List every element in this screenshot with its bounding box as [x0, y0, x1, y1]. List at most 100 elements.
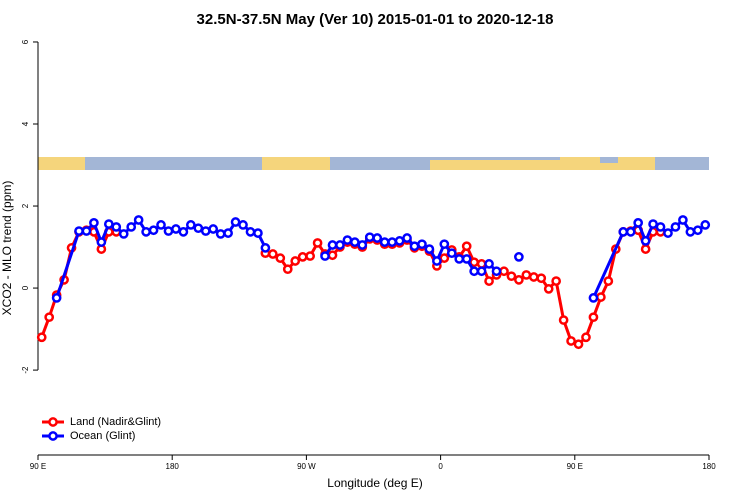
data-point — [439, 239, 450, 250]
data-point — [51, 293, 62, 303]
data-point — [603, 276, 614, 286]
data-point — [551, 276, 562, 286]
data-point — [290, 256, 301, 266]
data-point — [74, 226, 84, 236]
data-point — [633, 218, 644, 228]
y-tick-label: 4 — [21, 121, 30, 126]
data-point — [297, 252, 308, 262]
data-point — [148, 225, 159, 236]
data-point — [103, 219, 114, 229]
data-point — [588, 293, 599, 303]
data-point — [156, 220, 166, 230]
data-point — [111, 222, 122, 232]
data-point — [238, 220, 248, 230]
data-point — [506, 271, 517, 282]
data-point — [379, 237, 390, 247]
data-point — [126, 222, 137, 232]
data-point — [163, 226, 174, 236]
data-point — [260, 243, 271, 253]
x-tick-label: 180 — [166, 462, 180, 471]
y-tick-label: -2 — [21, 366, 30, 374]
data-point — [320, 251, 330, 261]
data-point — [543, 284, 554, 294]
data-point — [484, 259, 494, 269]
series-line — [40, 228, 661, 346]
data-point — [685, 227, 696, 237]
x-tick-label: 90 W — [297, 462, 316, 471]
data-point — [461, 241, 472, 252]
data-point — [558, 315, 569, 325]
data-point — [335, 240, 345, 250]
data-point — [245, 227, 256, 237]
data-point — [648, 219, 658, 229]
data-point — [678, 215, 688, 225]
data-point — [640, 236, 651, 246]
data-point — [409, 241, 420, 252]
data-point — [491, 266, 502, 277]
data-point — [44, 312, 55, 323]
y-tick-label: 6 — [21, 39, 30, 44]
data-point — [387, 237, 397, 247]
data-point — [476, 259, 487, 269]
data-point — [521, 270, 532, 280]
data-point — [268, 249, 278, 259]
data-point — [618, 227, 629, 237]
data-point — [350, 237, 360, 247]
data-point — [305, 251, 315, 261]
data-point — [372, 233, 383, 243]
data-point — [185, 220, 196, 230]
data-point — [342, 235, 353, 245]
data-point — [566, 336, 576, 346]
data-point — [469, 266, 479, 277]
data-point — [692, 225, 703, 236]
x-axis-label: Longitude (deg E) — [327, 476, 422, 490]
data-point — [663, 228, 673, 238]
data-point — [275, 253, 286, 263]
data-point — [596, 292, 606, 302]
data-point — [439, 253, 450, 263]
data-point — [141, 227, 151, 237]
data-point — [89, 218, 99, 228]
data-point — [700, 220, 711, 230]
x-tick-label: 90 E — [567, 462, 583, 471]
y-tick-label: 0 — [21, 285, 30, 290]
data-point — [36, 332, 47, 343]
data-point — [484, 276, 494, 286]
data-point — [476, 266, 487, 277]
data-point — [424, 244, 435, 254]
data-point — [640, 244, 651, 254]
legend-label: Ocean (Glint) — [70, 430, 135, 442]
data-point — [454, 254, 465, 264]
x-tick-label: 90 E — [30, 462, 46, 471]
data-point — [625, 227, 636, 237]
data-point — [133, 215, 144, 225]
data-point — [357, 240, 368, 250]
data-point — [215, 229, 226, 239]
data-point — [364, 232, 375, 243]
legend-label: Land (Nadir&Glint) — [70, 416, 161, 428]
y-axis-label: XCO2 - MLO trend (ppm) — [0, 181, 14, 316]
data-point — [461, 254, 472, 264]
data-point — [581, 332, 591, 343]
data-point — [446, 248, 457, 259]
data-point — [282, 264, 293, 275]
data-point — [514, 275, 524, 285]
data-point — [327, 250, 338, 261]
data-point — [417, 239, 427, 250]
data-point — [96, 237, 107, 247]
x-tick-label: 0 — [438, 462, 443, 471]
data-point — [514, 252, 524, 262]
data-point — [81, 226, 92, 236]
data-point — [670, 222, 681, 232]
data-point — [573, 339, 584, 350]
legend-marker — [48, 417, 58, 427]
chart-title: 32.5N-37.5N May (Ver 10) 2015-01-01 to 2… — [197, 11, 554, 28]
data-point — [588, 312, 599, 323]
legend-marker — [48, 431, 58, 441]
data-point — [193, 223, 204, 234]
data-point — [253, 228, 263, 238]
data-point — [432, 256, 442, 266]
data-point — [230, 217, 241, 227]
data-point — [402, 233, 412, 243]
